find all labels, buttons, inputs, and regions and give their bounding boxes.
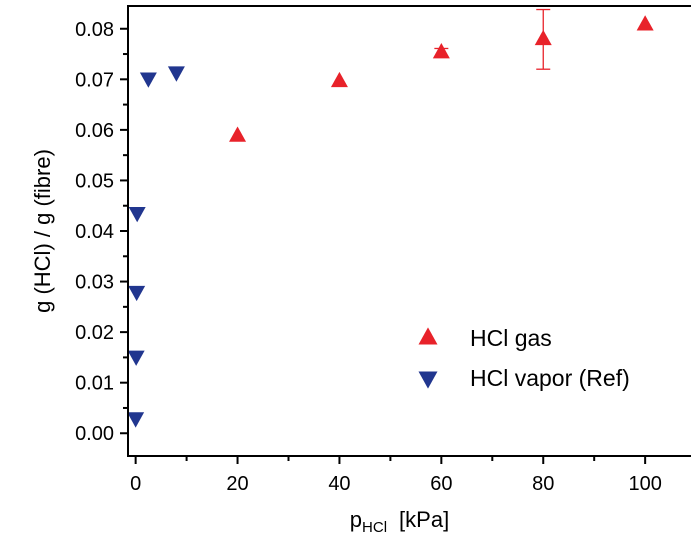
legend-marker-1	[418, 371, 438, 389]
y-tick-label-0.04: 0.04	[75, 221, 114, 243]
y-tick-label-0.00: 0.00	[75, 423, 114, 445]
x-tick-label-100: 100	[628, 473, 661, 495]
point-vapor-5	[127, 412, 145, 428]
point-vapor-3	[128, 285, 146, 302]
y-tick-label-0.07: 0.07	[75, 69, 114, 91]
x-axis-title: pHCl [kPa]	[350, 507, 449, 536]
point-gas-1	[330, 71, 348, 88]
y-tick-label-0.08: 0.08	[75, 19, 114, 41]
x-tick-label-80: 80	[532, 473, 554, 495]
point-gas-3	[534, 29, 552, 46]
x-axis-title-subscript: HCl	[362, 519, 387, 536]
y-tick-label-0.03: 0.03	[75, 272, 114, 294]
y-tick-label-0.05: 0.05	[75, 170, 114, 192]
legend-label-0: HCl gas	[470, 325, 552, 351]
point-vapor-2	[128, 206, 146, 223]
plot-frame	[127, 5, 691, 457]
legend-label-1: HCl vapor (Ref)	[470, 365, 630, 391]
point-gas-4	[636, 15, 654, 31]
point-vapor-0	[139, 72, 157, 88]
point-vapor-1	[167, 66, 185, 82]
x-tick-label-0: 0	[130, 473, 141, 495]
y-tick-label-0.02: 0.02	[75, 322, 114, 344]
x-tick-label-20: 20	[226, 473, 248, 495]
error-bars	[434, 8, 551, 70]
x-tick-label-40: 40	[328, 473, 350, 495]
x-axis-title-main: p	[350, 507, 362, 532]
legend-marker-0	[418, 327, 438, 345]
x-axis-title-unit: [kPa]	[399, 507, 449, 532]
y-axis-title: g (HCl) / g (fibre)	[30, 149, 55, 313]
point-gas-0	[229, 126, 247, 142]
point-gas-2	[432, 43, 450, 59]
y-tick-label-0.01: 0.01	[75, 373, 114, 395]
data-markers	[127, 15, 654, 428]
point-vapor-4	[127, 350, 145, 366]
ticks-layer: 0 20 40 60 80 100 0.00 0.01 0.02 0.03 0.04 0.05 0.06…	[75, 19, 662, 495]
x-tick-label-60: 60	[430, 473, 452, 495]
legend: HCl gas HCl vapor (Ref)	[418, 325, 630, 391]
y-tick-label-0.06: 0.06	[75, 120, 114, 142]
